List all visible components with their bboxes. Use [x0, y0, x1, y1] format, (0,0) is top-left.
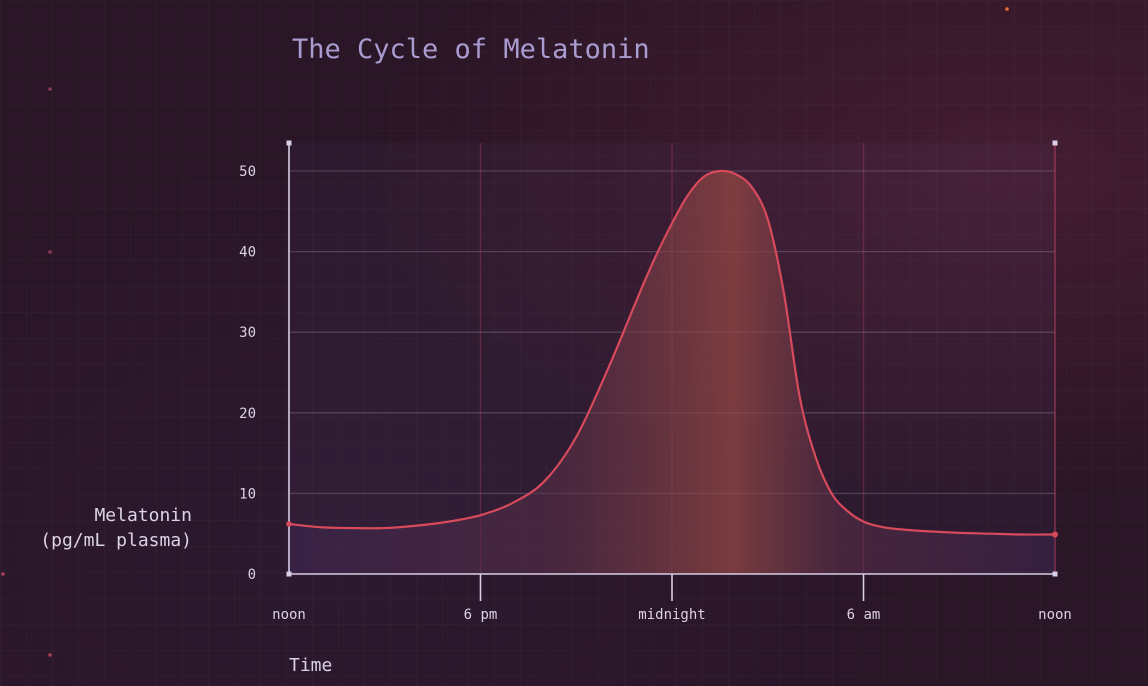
series-start-point	[286, 521, 292, 527]
y-tick-label: 20	[239, 406, 256, 422]
tick-labels: noon 6 pm midnight 6 am noon 0 10 20 30 40 50	[239, 164, 1072, 623]
y-tick-label: 30	[239, 325, 256, 341]
y-axis-label-line-2: (pg/mL plasma)	[40, 530, 192, 551]
decor-dot	[48, 250, 52, 254]
decor-dot	[1005, 7, 1009, 11]
x-tick-label: midnight	[638, 607, 705, 623]
axis-corner-marker	[1052, 571, 1058, 577]
x-tick-label: noon	[1038, 607, 1072, 623]
decor-dot	[48, 653, 52, 657]
melatonin-area	[289, 170, 1055, 574]
x-tick-label: 6 pm	[464, 607, 498, 623]
decoration-dots	[1, 7, 1009, 657]
endpoint-markers	[286, 521, 1058, 538]
y-tick-label: 10	[239, 486, 256, 502]
series-end-point	[1052, 531, 1058, 538]
x-tick-label: 6 am	[847, 607, 881, 623]
y-tick-label: 40	[239, 245, 256, 261]
x-axis-label: Time	[289, 655, 332, 676]
x-tick-label: noon	[272, 607, 306, 623]
y-tick-label: 0	[248, 567, 256, 583]
y-tick-label: 50	[239, 164, 256, 180]
decor-dot	[1, 572, 5, 576]
y-axis-label-line-1: Melatonin	[94, 505, 192, 526]
chart-title: The Cycle of Melatonin	[292, 34, 650, 65]
axis-corner-marker	[1052, 140, 1058, 146]
melatonin-line	[288, 169, 1056, 536]
decor-dot	[48, 87, 52, 91]
axis-corner-marker	[286, 571, 292, 577]
axis-corner-marker	[286, 140, 292, 146]
